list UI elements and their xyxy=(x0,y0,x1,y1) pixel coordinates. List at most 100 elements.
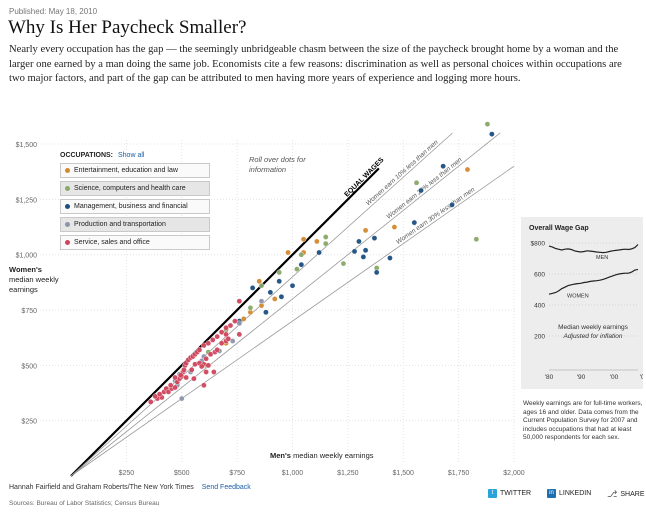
x-tick-label: $2,000 xyxy=(503,470,525,477)
data-point xyxy=(214,347,220,353)
data-point xyxy=(371,235,378,241)
data-point xyxy=(191,375,197,382)
legend-item-management[interactable]: Management, business and financial xyxy=(60,199,210,214)
data-point xyxy=(183,374,189,381)
data-point xyxy=(285,249,291,256)
show-all-link[interactable]: Show all xyxy=(117,152,145,159)
data-point xyxy=(340,260,347,267)
send-feedback-link[interactable]: Send Feedback xyxy=(201,484,251,491)
data-point xyxy=(300,236,307,243)
data-point xyxy=(211,369,217,375)
data-point xyxy=(298,261,305,268)
x-tick-label: $250 xyxy=(119,470,135,477)
data-point xyxy=(236,298,243,304)
navy-dot-icon xyxy=(65,203,70,209)
linkedin-button[interactable]: in LINKEDIN xyxy=(547,489,591,498)
data-point xyxy=(278,293,285,300)
footnote: Weekly earnings are for full-time worker… xyxy=(523,400,643,441)
inset-y-tick: 600 xyxy=(534,272,545,279)
legend-item-service[interactable]: Service, sales and office xyxy=(60,235,210,250)
inset-note: Median weekly earnings Adjusted for infl… xyxy=(548,324,638,341)
x-axis-label-rest: median weekly earnings xyxy=(293,451,374,460)
data-point xyxy=(156,391,163,397)
data-point xyxy=(464,166,471,173)
y-axis-label-rest: median weekly earnings xyxy=(9,275,59,294)
reference-line-label: Women earn 30% less than men xyxy=(395,186,477,246)
credit-text: Hannah Fairfield and Graham Roberts/The … xyxy=(9,484,194,491)
data-point xyxy=(373,269,380,276)
legend-item-label: Science, computers and health care xyxy=(74,185,186,192)
credit-line: Hannah Fairfield and Graham Roberts/The … xyxy=(9,484,251,491)
inset-men-line xyxy=(548,244,639,254)
legend-heading-label: OCCUPATIONS: xyxy=(60,152,114,159)
reference-line-label: Women earn 20% less than men xyxy=(385,156,463,221)
data-point xyxy=(167,382,174,389)
data-point xyxy=(276,269,283,276)
data-point xyxy=(147,399,154,405)
inset-women-line xyxy=(548,268,639,295)
data-point xyxy=(203,355,209,362)
data-point xyxy=(449,202,455,208)
orange-dot-icon xyxy=(65,167,70,173)
legend-item-production[interactable]: Production and transportation xyxy=(60,217,210,232)
data-point xyxy=(360,254,367,260)
legend-item-science[interactable]: Science, computers and health care xyxy=(60,181,210,196)
x-tick-label: $500 xyxy=(174,470,190,477)
data-point xyxy=(294,266,300,272)
y-axis-label-bold: Women's xyxy=(9,265,42,274)
data-point xyxy=(236,320,243,327)
data-point xyxy=(351,248,358,255)
y-tick-label: $250 xyxy=(21,419,37,426)
data-point xyxy=(322,234,329,240)
legend-item-label: Entertainment, education and law xyxy=(74,167,178,174)
data-point xyxy=(362,247,369,254)
data-point xyxy=(229,338,236,344)
data-point xyxy=(203,369,209,375)
data-point xyxy=(322,240,329,247)
share-button[interactable]: ⎇ SHARE xyxy=(607,489,645,500)
data-point xyxy=(205,362,212,369)
occupation-legend: OCCUPATIONS: Show all Entertainment, edu… xyxy=(60,152,210,253)
data-point xyxy=(209,337,216,343)
data-point xyxy=(201,342,207,349)
inset-x-tick: '80 xyxy=(545,374,554,381)
y-tick-label: $1,000 xyxy=(16,253,38,260)
data-point xyxy=(240,316,247,322)
data-point xyxy=(223,331,229,338)
data-point xyxy=(227,322,234,329)
data-point xyxy=(263,309,269,316)
y-axis-label: Women's median weekly earnings xyxy=(9,265,69,295)
data-point xyxy=(489,131,495,137)
x-axis-label-bold: Men's xyxy=(270,451,291,460)
data-point xyxy=(198,363,205,370)
intro-text: Nearly every occupation has the gap — th… xyxy=(9,44,622,84)
data-point xyxy=(387,255,393,261)
data-point xyxy=(225,335,232,342)
data-point xyxy=(411,219,418,226)
inset-x-tick: '08 xyxy=(640,374,643,381)
legend-item-label: Service, sales and office xyxy=(74,239,150,246)
page-title: Why Is Her Paycheck Smaller? xyxy=(8,17,247,38)
data-point xyxy=(223,324,229,331)
data-point xyxy=(256,278,263,285)
legend-heading: OCCUPATIONS: Show all xyxy=(60,152,210,159)
data-point xyxy=(249,285,256,291)
reference-line xyxy=(70,165,515,477)
legend-item-entertainment[interactable]: Entertainment, education and law xyxy=(60,163,210,178)
data-point xyxy=(316,249,322,256)
data-point xyxy=(276,278,283,285)
data-point xyxy=(289,282,296,289)
twitter-label: TWITTER xyxy=(500,490,532,497)
data-point xyxy=(172,374,178,381)
sources: Sources: Bureau of Labor Statistics; Cen… xyxy=(9,500,160,507)
x-tick-label: $1,000 xyxy=(282,470,304,477)
inset-title: Overall Wage Gap xyxy=(529,225,589,232)
data-point xyxy=(205,340,212,347)
twitter-button[interactable]: t TWITTER xyxy=(488,489,531,498)
x-tick-label: $1,750 xyxy=(448,470,470,477)
gray-dot-icon xyxy=(65,221,70,227)
y-tick-label: $500 xyxy=(21,363,37,370)
legend-item-label: Production and transportation xyxy=(74,221,166,228)
data-point xyxy=(177,372,184,379)
